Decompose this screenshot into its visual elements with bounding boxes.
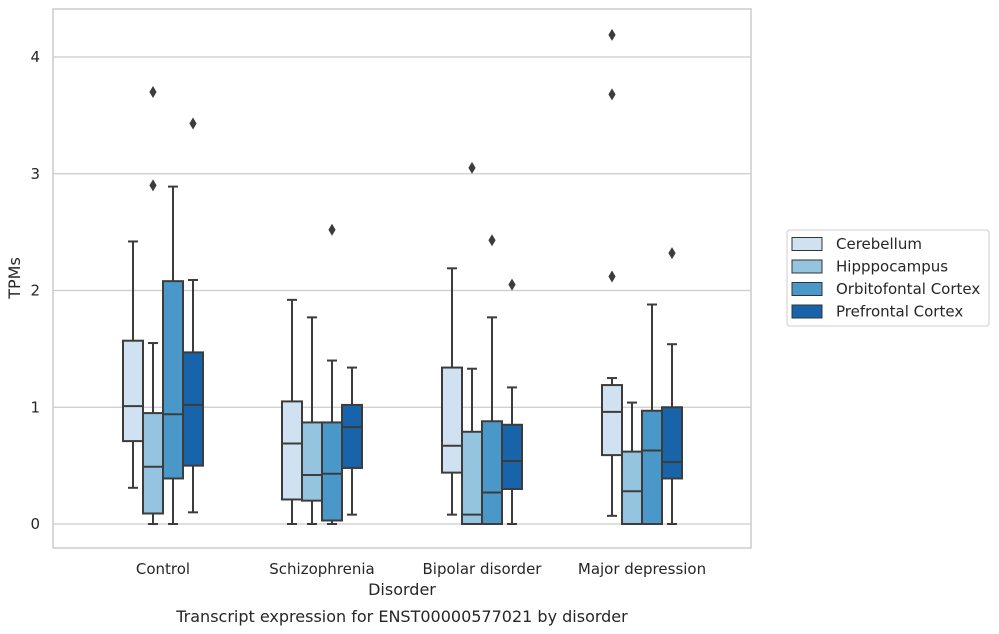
outlier-point (608, 88, 616, 101)
outlier-point (149, 86, 157, 99)
box-body (621, 450, 643, 525)
outlier-point (328, 223, 336, 236)
box-2-1 (461, 161, 483, 525)
x-axis-title: Disorder (368, 580, 436, 599)
box-2-2 (481, 234, 503, 526)
y-tick-label: 0 (30, 515, 40, 533)
legend-label: Cerebellum (836, 235, 922, 253)
box-1-0 (281, 298, 303, 525)
legend-swatch (791, 237, 823, 251)
x-tick-label: Major depression (578, 560, 706, 578)
y-tick-label: 2 (30, 282, 40, 300)
y-tick-label: 3 (30, 165, 40, 183)
y-tick-label: 4 (30, 48, 40, 66)
y-tick-label: 1 (30, 398, 40, 416)
outlier-point (608, 270, 616, 283)
box-body (341, 403, 363, 469)
boxplots (122, 28, 683, 526)
plot-area-frame (52, 8, 752, 549)
box-3-1 (621, 401, 643, 525)
box-2-3 (501, 278, 523, 525)
box-1-1 (301, 316, 323, 525)
legend-frame (786, 229, 990, 327)
box-3-3 (661, 247, 683, 525)
box-0-1 (142, 86, 164, 525)
outlier-point (189, 117, 197, 130)
legend-label: Prefrontal Cortex (836, 303, 963, 321)
x-tick-label: Bipolar disorder (423, 560, 543, 578)
outlier-point (608, 28, 616, 41)
chart-caption: Transcript expression for ENST0000057702… (175, 607, 628, 626)
box-body (641, 409, 663, 525)
legend-swatch (791, 282, 823, 296)
box-1-3 (341, 366, 363, 516)
box-body (461, 430, 483, 525)
box-body (182, 351, 204, 467)
outlier-point (149, 179, 157, 192)
y-axis: 0 1 2 3 4 (30, 48, 40, 533)
box-3-0 (601, 28, 623, 517)
box-body (321, 421, 343, 522)
x-tick-label: Schizophrenia (269, 560, 374, 578)
box-body (501, 423, 523, 490)
box-body (162, 280, 184, 480)
legend-label: Orbitofontal Cortex (836, 280, 980, 298)
box-2-0 (441, 267, 463, 516)
box-body (281, 400, 303, 501)
outlier-point (488, 234, 496, 247)
legend-label: Hipppocampus (836, 258, 948, 276)
x-tick-label: Control (136, 560, 190, 578)
box-3-2 (641, 303, 663, 525)
outlier-point (668, 247, 676, 260)
box-0-0 (122, 240, 144, 489)
box-0-2 (162, 185, 184, 525)
box-body (122, 339, 144, 443)
box-body (142, 412, 164, 515)
box-1-2 (321, 223, 343, 525)
box-body (661, 406, 683, 480)
y-axis-title: TPMs (5, 257, 24, 300)
box-body (441, 366, 463, 474)
box-body (601, 384, 623, 457)
outlier-point (508, 278, 516, 291)
legend-swatch (791, 259, 823, 274)
x-axis: Control Schizophrenia Bipolar disorder Majo… (136, 560, 706, 578)
box-body (301, 421, 323, 502)
legend-swatch (791, 304, 823, 319)
legend: Cerebellum Hipppocampus Orbitofontal Corte… (786, 229, 990, 327)
box-body (481, 420, 503, 526)
box-0-3 (182, 117, 204, 514)
outlier-point (468, 161, 476, 174)
